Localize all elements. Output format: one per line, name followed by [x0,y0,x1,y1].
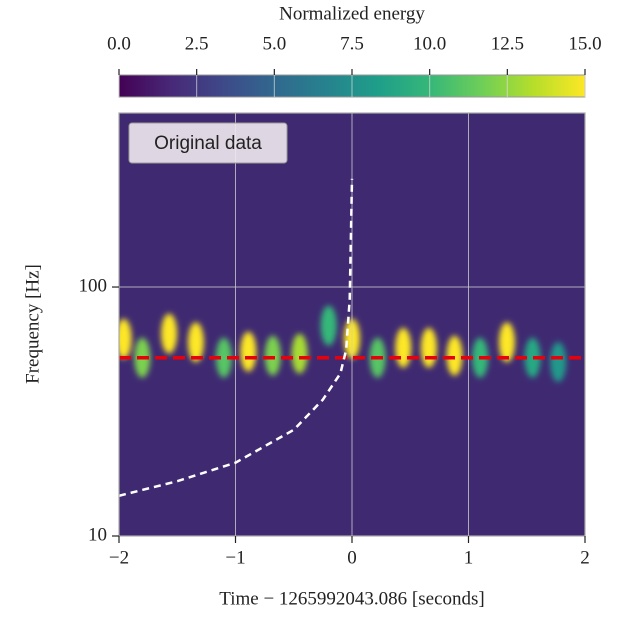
annotation-box [128,122,288,164]
x-tick-label: −1 [225,547,245,568]
x-tick-label: −2 [109,547,129,568]
hotspot [524,337,541,378]
x-tick-label: 2 [580,547,590,568]
colorbar-tick-label: 2.5 [185,33,209,54]
y-axis-label: Frequency [Hz] [22,264,43,384]
colorbar-tick-label: 15.0 [568,33,601,54]
x-tick-label: 1 [464,547,474,568]
x-axis-label: Time − 1265992043.086 [seconds] [219,588,484,609]
annotation: Original data [154,133,262,154]
hotspot [161,313,178,354]
hotspot [215,337,232,378]
hotspot [291,333,308,374]
hotspot [550,341,567,382]
hotspot [119,318,132,359]
colorbar-tick-label: 12.5 [491,33,524,54]
x-tick-label: 0 [347,547,357,568]
colorbar-tick-label: 7.5 [340,33,364,54]
colorbar-tick-label: 0.0 [107,33,131,54]
hotspot [187,322,204,363]
hotspot [498,322,515,363]
hotspot [420,327,437,368]
hotspot [240,331,257,372]
colorbar-tick-label: 10.0 [413,33,446,54]
hotspot-layer [119,305,567,382]
colorbar-tick-label: 5.0 [262,33,286,54]
chirp-curve [119,178,354,498]
hotspot [446,335,463,376]
hotspot [320,305,337,346]
colorbar-label: Normalized energy [279,3,425,24]
plot-area [119,113,585,536]
y-tick-label: 10 [88,524,107,545]
y-tick-label: 100 [79,275,108,296]
hotspot [395,327,412,368]
hotspot [264,335,281,376]
